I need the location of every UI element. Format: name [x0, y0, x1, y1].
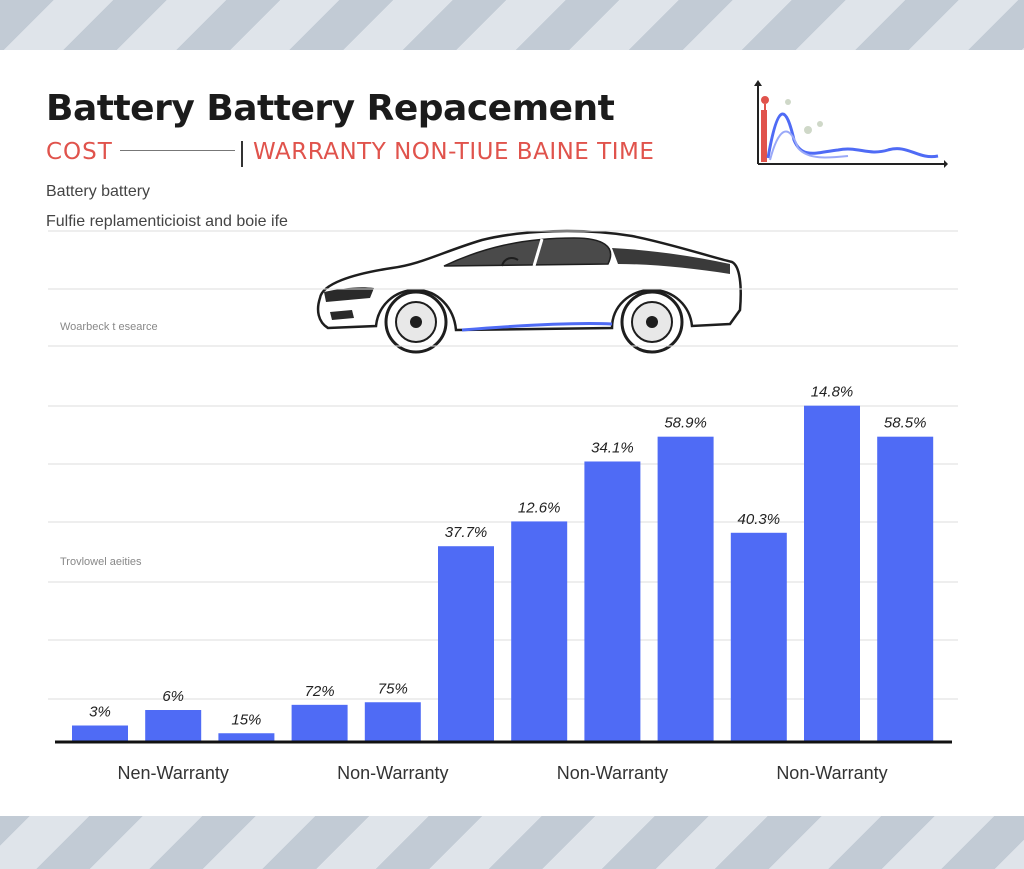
bar-11 [877, 436, 934, 741]
bar-0 [72, 725, 128, 741]
bar-5 [438, 546, 494, 741]
bar-7 [584, 461, 641, 741]
x-tick-label-3: Non-Warranty [776, 763, 887, 783]
subtitle-divider-bar [241, 141, 243, 167]
x-tick-label-1: Non-Warranty [337, 763, 448, 783]
bar-value-label-10: 14.8% [811, 384, 854, 401]
bar-4 [364, 702, 421, 741]
bar-value-label-8: 58.9% [664, 415, 707, 432]
bar-value-label-3: 72% [305, 683, 335, 700]
bar-value-label-5: 37.7% [445, 524, 488, 541]
bar-10 [804, 405, 860, 741]
bar-value-label-6: 12.6% [518, 499, 561, 516]
bar-3 [291, 704, 348, 741]
bar-value-label-4: 75% [378, 680, 408, 697]
faint-label-top: Woarbeck t esearce [60, 321, 158, 333]
bar-value-label-7: 34.1% [591, 439, 634, 456]
note-body: Fulfie replamenticioist and boie ife [46, 213, 288, 230]
bar-6 [511, 521, 568, 741]
bar-value-label-0: 3% [89, 704, 111, 721]
bar-8 [657, 436, 714, 741]
bar-1 [145, 710, 202, 741]
subtitle-warranty: WARRANTY NON-TIUE BAINE TIME [253, 139, 655, 165]
subtitle-cost: COST [46, 139, 113, 165]
faint-label-mid: Trovlowel aeities [60, 556, 142, 568]
note-heading: Battery battery [46, 183, 151, 200]
bar-2 [218, 733, 275, 741]
bar-value-label-2: 15% [231, 711, 261, 728]
bar-value-label-9: 40.3% [738, 511, 781, 528]
x-tick-label-0: Nen-Warranty [118, 763, 229, 783]
page-title: Battery Battery Repacement [46, 88, 615, 129]
car-illustration [316, 229, 742, 354]
chart-icon [754, 80, 948, 168]
subtitle-divider-line [120, 150, 235, 151]
bar-9 [730, 532, 787, 741]
x-tick-label-2: Non-Warranty [557, 763, 668, 783]
bar-value-label-11: 58.5% [884, 415, 927, 432]
bar-value-label-1: 6% [162, 688, 184, 705]
